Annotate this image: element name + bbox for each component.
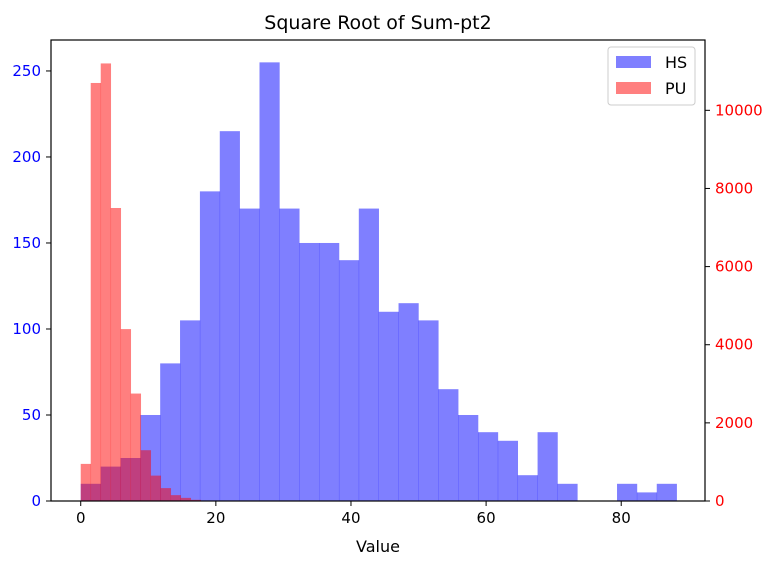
- legend-label-pu: PU: [665, 79, 686, 98]
- bar-hs-29: [656, 483, 677, 501]
- x-tick-label: 60: [477, 509, 496, 527]
- legend-swatch-hs: [616, 56, 651, 68]
- bar-pu-7: [150, 475, 162, 501]
- left-y-tick-label: 0: [31, 492, 41, 510]
- bar-hs-18: [438, 389, 459, 501]
- bar-pu-4: [120, 329, 132, 501]
- bar-pu-6: [140, 450, 152, 501]
- bar-hs-13: [338, 260, 360, 501]
- bar-hs-14: [358, 208, 379, 501]
- bar-hs-15: [378, 311, 399, 501]
- left-y-tick-label: 200: [12, 148, 41, 166]
- right-y-tick-label: 8000: [715, 179, 753, 197]
- bar-hs-22: [517, 475, 538, 501]
- bar-hs-21: [497, 440, 519, 501]
- right-y-tick-label: 10000: [715, 101, 763, 119]
- x-tick-label: 40: [341, 509, 360, 527]
- right-y-axis-ticks: 0 2000 4000 6000 8000 10000: [705, 101, 763, 510]
- bar-hs-27: [617, 483, 638, 501]
- bar-hs-23: [537, 432, 558, 501]
- left-y-tick-label: 150: [12, 234, 41, 252]
- bar-hs-11: [299, 242, 320, 502]
- bar-hs-8: [239, 208, 260, 501]
- bar-hs-28: [636, 492, 658, 501]
- bars-layer: [80, 62, 677, 502]
- bar-pu-3: [110, 207, 122, 502]
- right-y-tick-label: 2000: [715, 414, 753, 432]
- bar-hs-7: [219, 131, 240, 502]
- bar-hs-20: [477, 432, 499, 501]
- plot-frame: [50, 39, 706, 502]
- bar-pu-8: [160, 488, 172, 501]
- bar-hs-6: [199, 191, 221, 501]
- x-axis-label: Value: [356, 537, 400, 556]
- bar-hs-12: [319, 242, 340, 502]
- bar-pu-2: [100, 63, 112, 501]
- bar-hs-10: [279, 208, 300, 501]
- bar-pu-0: [80, 463, 92, 501]
- bar-pu-1: [90, 82, 102, 501]
- x-axis-ticks: 0 20 40 60 80: [76, 501, 631, 527]
- left-y-tick-label: 50: [22, 406, 41, 424]
- bar-pu-9: [170, 495, 182, 501]
- right-y-tick-label: 0: [715, 492, 725, 510]
- bar-hs-19: [458, 414, 479, 501]
- bar-hs-9: [259, 62, 280, 502]
- bar-pu-10: [180, 497, 192, 501]
- left-y-axis-ticks: 0 50 100 150 200 250: [12, 62, 51, 510]
- bar-hs-17: [418, 320, 439, 501]
- x-tick-label: 20: [206, 509, 225, 527]
- legend: HS PU: [607, 46, 696, 106]
- bar-hs-5: [180, 320, 201, 501]
- legend-label-hs: HS: [665, 53, 687, 72]
- bar-pu-5: [130, 393, 142, 501]
- right-y-tick-label: 4000: [715, 336, 753, 354]
- right-y-tick-label: 6000: [715, 258, 753, 276]
- bar-hs-24: [557, 483, 578, 501]
- bar-hs-16: [398, 303, 419, 501]
- x-tick-label: 80: [612, 509, 631, 527]
- x-tick-label: 0: [76, 509, 86, 527]
- bar-hs-4: [160, 363, 181, 501]
- left-y-tick-label: 250: [12, 62, 41, 80]
- left-y-tick-label: 100: [12, 320, 41, 338]
- legend-swatch-pu: [616, 82, 651, 94]
- chart-title: Square Root of Sum-pt2: [264, 12, 491, 34]
